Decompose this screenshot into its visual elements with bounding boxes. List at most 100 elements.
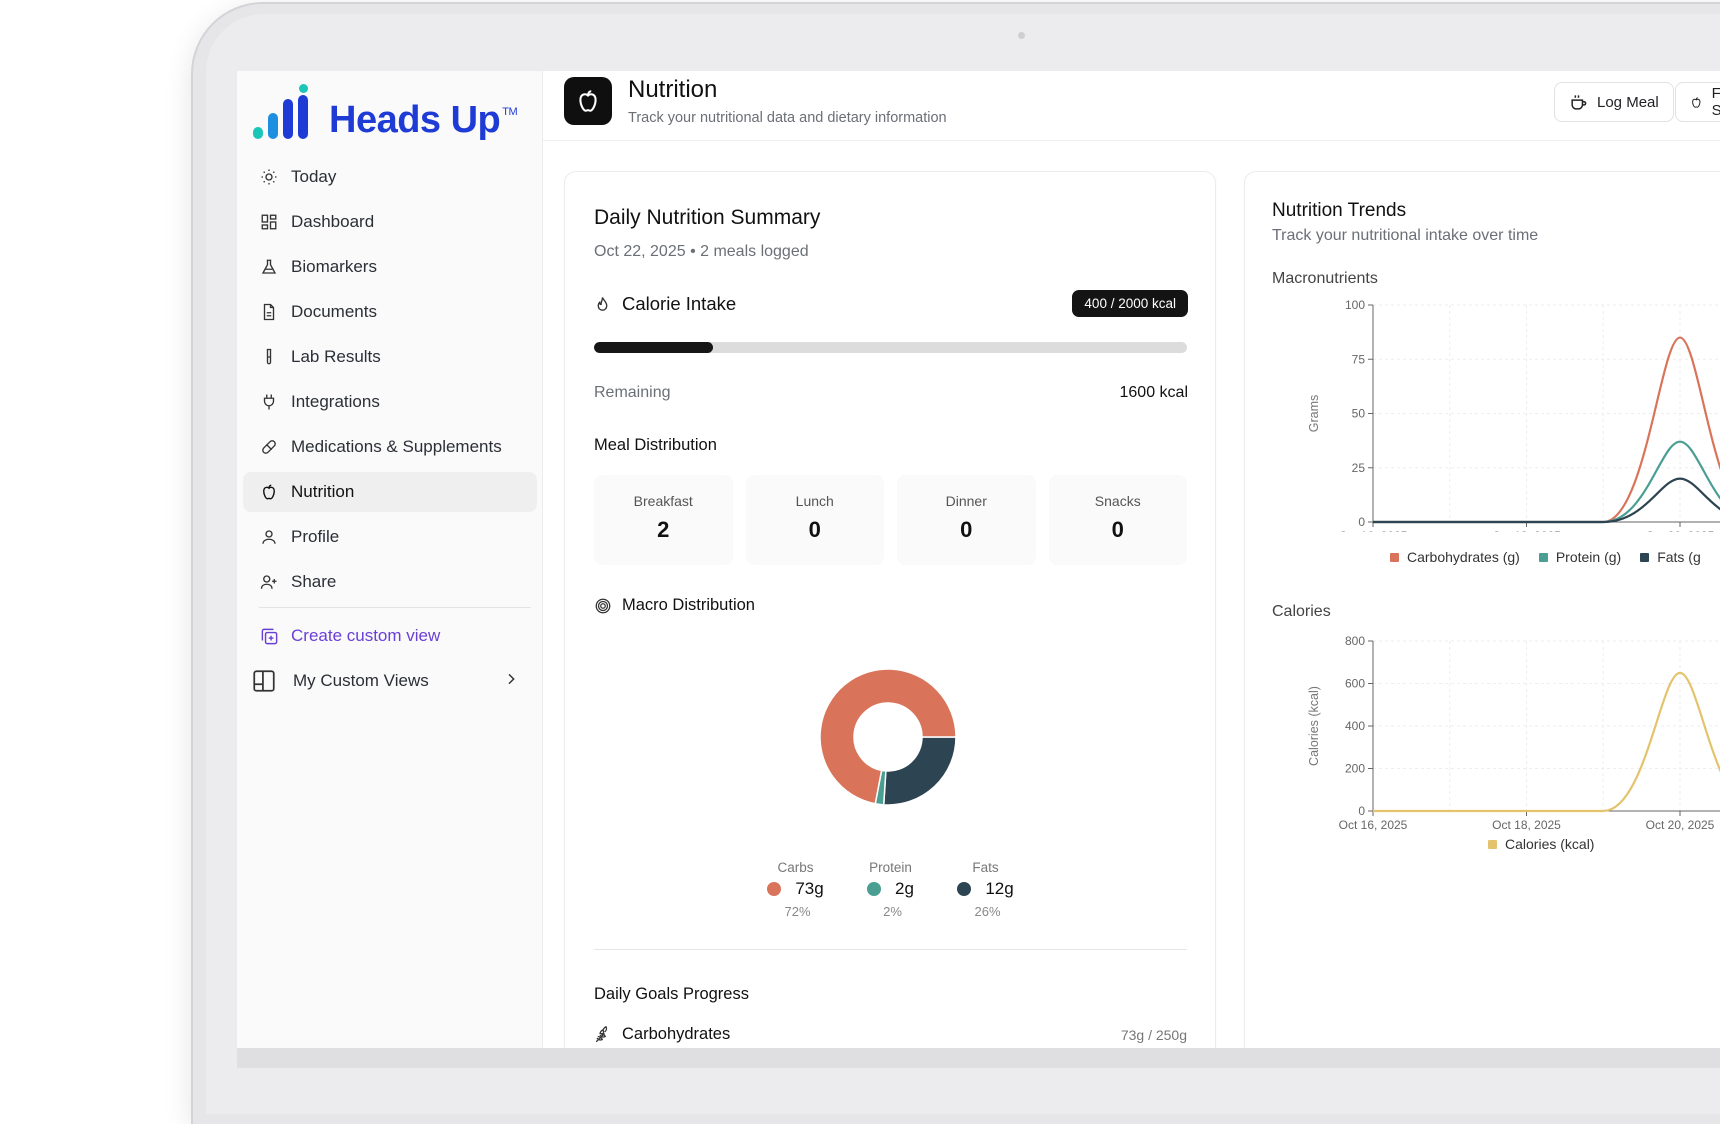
section-divider bbox=[594, 949, 1187, 950]
macro-distribution-heading: Macro Distribution bbox=[594, 596, 755, 615]
sun-icon bbox=[259, 167, 279, 187]
legend-item: Carbohydrates (g) bbox=[1390, 549, 1520, 565]
plug-icon bbox=[259, 392, 279, 412]
macro-pct: 26% bbox=[974, 904, 1001, 919]
sidebar-nav: Today Dashboard Biomarkers Documents Lab… bbox=[243, 157, 537, 706]
legend-item: Protein (g) bbox=[1538, 549, 1621, 565]
legend-label: Fats (g bbox=[1657, 549, 1701, 565]
y-axis-label: Grams bbox=[1307, 395, 1321, 433]
series-line bbox=[1372, 440, 1720, 524]
create-custom-view-button[interactable]: Create custom view bbox=[243, 616, 537, 656]
y-tick-label: 200 bbox=[1345, 762, 1365, 776]
sidebar-item-medications[interactable]: Medications & Supplements bbox=[243, 427, 537, 467]
calorie-progress-fill bbox=[594, 342, 713, 353]
target-icon bbox=[595, 598, 611, 613]
food-scanner-label: Food Scanner bbox=[1711, 85, 1720, 119]
logo-bars-icon bbox=[251, 83, 321, 143]
x-tick-label: Oct 16, 2025 bbox=[1339, 529, 1408, 532]
series-line bbox=[1372, 477, 1720, 524]
sidebar-item-biomarkers[interactable]: Biomarkers bbox=[243, 247, 537, 287]
sidebar-item-label: Nutrition bbox=[291, 482, 355, 501]
flask-icon bbox=[259, 257, 279, 277]
pill-icon bbox=[259, 437, 279, 457]
trends-subtitle: Track your nutritional intake over time bbox=[1272, 227, 1539, 244]
series-line bbox=[1373, 671, 1720, 813]
meal-breakfast: Breakfast 2 bbox=[594, 475, 733, 565]
goal-carbohydrates: Carbohydrates 73g / 250g bbox=[594, 1025, 1187, 1044]
summary-subtitle: Oct 22, 2025 • 2 meals logged bbox=[594, 243, 809, 260]
legend-label: Calories (kcal) bbox=[1505, 836, 1595, 852]
macro-value: 73g bbox=[795, 879, 824, 898]
document-icon bbox=[259, 302, 279, 322]
remaining-label: Remaining bbox=[594, 384, 671, 401]
macro-name: Carbs bbox=[777, 860, 814, 875]
meal-name: Lunch bbox=[795, 493, 834, 509]
wheat-icon bbox=[595, 1025, 608, 1042]
apple-icon bbox=[1692, 96, 1701, 108]
app-screen: Heads Up TM Today Dashboard Biomarkers Do… bbox=[237, 71, 1720, 1056]
y-tick-label: 400 bbox=[1345, 719, 1365, 733]
meal-snacks: Snacks 0 bbox=[1048, 475, 1187, 565]
my-custom-views-toggle[interactable]: My Custom Views bbox=[243, 661, 537, 701]
sidebar-item-integrations[interactable]: Integrations bbox=[243, 382, 537, 422]
goal-label: Carbohydrates bbox=[622, 1025, 731, 1043]
log-meal-button[interactable]: Log Meal bbox=[1554, 82, 1674, 122]
macro-donut-chart bbox=[819, 668, 957, 806]
legend-swatch bbox=[1390, 552, 1399, 562]
meal-count: 0 bbox=[1111, 517, 1124, 542]
macro-distribution-label: Macro Distribution bbox=[622, 596, 755, 614]
sidebar-item-label: Share bbox=[291, 572, 337, 591]
meal-count: 0 bbox=[808, 517, 821, 542]
daily-summary-card: Daily Nutrition Summary Oct 22, 2025 • 2… bbox=[564, 171, 1216, 1056]
macro-legend: Carbs 73g 72% Protein 2g 2% Fats 12g 26% bbox=[748, 860, 1033, 919]
y-tick-label: 75 bbox=[1352, 352, 1366, 366]
sidebar-item-share[interactable]: Share bbox=[243, 562, 537, 602]
macro-value: 12g bbox=[985, 879, 1014, 898]
x-tick-label: Oct 20, 2025 bbox=[1646, 818, 1715, 832]
legend-item: Calories (kcal) bbox=[1488, 836, 1594, 852]
sidebar-item-label: Profile bbox=[291, 527, 340, 546]
chevron-right-icon bbox=[503, 671, 519, 692]
meal-distribution: Breakfast 2 Lunch 0 Dinner 0 Snacks 0 bbox=[594, 475, 1187, 565]
camera-dot bbox=[1018, 32, 1025, 39]
calorie-progress-bar bbox=[594, 342, 1187, 353]
calories-chart-title: Calories bbox=[1272, 603, 1331, 620]
x-tick-label: Oct 16, 2025 bbox=[1339, 818, 1408, 832]
series-line bbox=[1372, 336, 1720, 524]
calories-chart-legend: Calories (kcal) bbox=[1488, 836, 1613, 852]
calorie-intake-label: Calorie Intake bbox=[622, 293, 737, 314]
y-tick-label: 800 bbox=[1345, 634, 1365, 648]
calorie-badge: 400 / 2000 kcal bbox=[1072, 290, 1188, 317]
sidebar-divider bbox=[259, 607, 531, 608]
goal-value: 73g / 250g bbox=[1120, 1026, 1187, 1043]
daily-goals-title: Daily Goals Progress bbox=[594, 985, 749, 1003]
donut-slice-fats bbox=[882, 736, 957, 806]
sidebar-item-nutrition[interactable]: Nutrition bbox=[243, 472, 537, 512]
food-scanner-button[interactable]: Food Scanner bbox=[1675, 82, 1720, 122]
user-plus-icon bbox=[259, 572, 279, 592]
sidebar-item-documents[interactable]: Documents bbox=[243, 292, 537, 332]
macro-protein: Protein 2g 2% bbox=[843, 860, 938, 919]
sidebar-item-label: Medications & Supplements bbox=[291, 437, 502, 456]
y-tick-label: 50 bbox=[1352, 407, 1366, 421]
device-bottom-edge bbox=[237, 1048, 1720, 1068]
protein-dot bbox=[867, 882, 882, 896]
sidebar-item-lab-results[interactable]: Lab Results bbox=[243, 337, 537, 377]
logo[interactable]: Heads Up TM bbox=[251, 79, 518, 143]
legend-swatch bbox=[1488, 839, 1497, 849]
sidebar-item-dashboard[interactable]: Dashboard bbox=[243, 202, 537, 242]
x-tick-label: Oct 20, 2025 bbox=[1646, 529, 1715, 532]
macro-pct: 2% bbox=[883, 904, 902, 919]
sidebar-item-today[interactable]: Today bbox=[243, 157, 537, 197]
macro-chart-legend: Carbohydrates (g) Protein (g) Fats (g bbox=[1390, 549, 1720, 565]
meal-name: Breakfast bbox=[633, 493, 693, 509]
my-custom-views-label: My Custom Views bbox=[293, 671, 429, 690]
x-tick-label: Oct 18, 2025 bbox=[1492, 529, 1561, 532]
legend-swatch bbox=[1538, 552, 1548, 562]
meal-count: 0 bbox=[960, 517, 973, 542]
macro-fats: Fats 12g 26% bbox=[938, 860, 1033, 919]
add-view-icon bbox=[259, 626, 279, 646]
meal-name: Snacks bbox=[1094, 493, 1141, 509]
apple-icon bbox=[564, 77, 612, 125]
sidebar-item-profile[interactable]: Profile bbox=[243, 517, 537, 557]
